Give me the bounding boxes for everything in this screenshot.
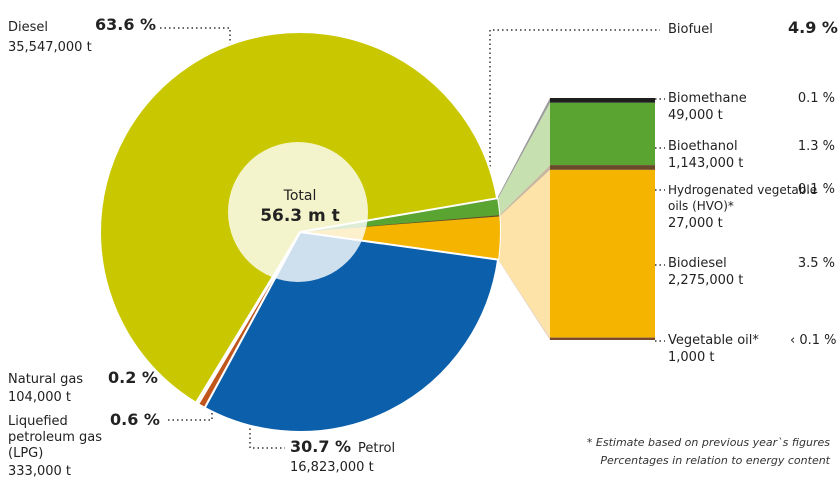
total-label: Total: [283, 188, 317, 204]
slice-name: Natural gas: [8, 372, 84, 387]
note: * Estimate based on previous year`s figu…: [586, 436, 830, 449]
item-amount: 2,275,000 t: [668, 273, 744, 288]
slice-amount: 333,000 t: [8, 464, 71, 479]
leader: [489, 29, 660, 180]
bar-segment: [550, 102, 655, 166]
item-amount: 1,143,000 t: [668, 156, 744, 171]
bar-segment: [550, 98, 655, 103]
slice-name: Liquefied petroleum gas (LPG): [8, 414, 102, 461]
slice-value: 0.6 %: [110, 410, 160, 429]
item-amount: 49,000 t: [668, 108, 723, 123]
connector: [497, 102, 550, 216]
total-value: 56.3 m t: [260, 206, 340, 226]
item-amount: 27,000 t: [668, 216, 723, 231]
item-name: Biodiesel: [668, 256, 727, 271]
slice-name: Petrol: [358, 441, 396, 456]
slice-name: Diesel: [8, 20, 49, 35]
bar-segment: [550, 169, 655, 338]
sub-slice: [300, 216, 500, 260]
leader: [249, 415, 285, 449]
bar-segment: [550, 165, 655, 170]
connector: [497, 98, 550, 200]
item-value: ‹ 0.1 %: [790, 333, 837, 348]
item-value: 3.5 %: [797, 256, 835, 271]
item-name: Hydrogenated vegetable oils (HVO)*: [668, 183, 818, 213]
item-name: Vegetable oil*: [668, 333, 759, 348]
slice-value: 30.7 %: [290, 437, 352, 456]
connector: [498, 259, 550, 340]
slice-amount: 16,823,000 t: [290, 460, 374, 475]
item-name: Bioethanol: [668, 139, 738, 154]
slice: [203, 230, 500, 433]
item-value: 0.1 %: [797, 182, 835, 197]
slice-value: 63.6 %: [95, 15, 157, 34]
bar-segment: [550, 337, 655, 340]
connector: [498, 169, 550, 338]
note: Percentages in relation to energy conten…: [600, 454, 830, 467]
slice-value: 4.9 %: [788, 18, 838, 37]
slice-amount: 104,000 t: [8, 390, 71, 405]
slice-amount: 35,547,000 t: [8, 40, 92, 55]
item-amount: 1,000 t: [668, 350, 715, 365]
slice-value: 0.2 %: [108, 368, 158, 387]
connector: [499, 165, 550, 217]
item-value: 0.1 %: [797, 91, 835, 106]
item-name: Biomethane: [668, 91, 747, 106]
slice-name: Biofuel: [668, 22, 713, 37]
item-value: 1.3 %: [797, 139, 835, 154]
center-disc: [228, 142, 368, 282]
